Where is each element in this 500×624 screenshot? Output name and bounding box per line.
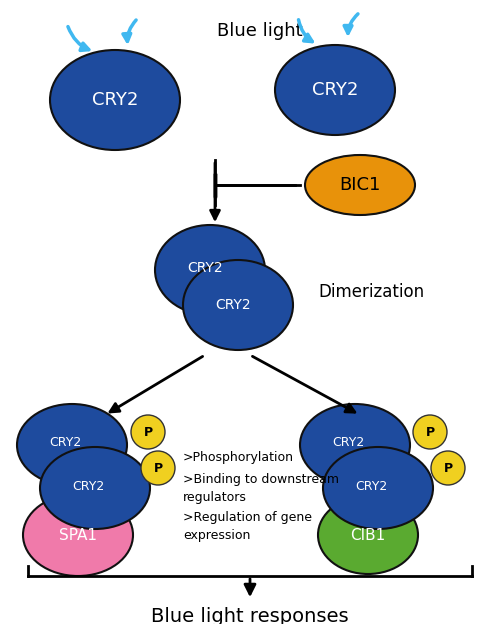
Ellipse shape [17, 404, 127, 486]
Text: Dimerization: Dimerization [318, 283, 424, 301]
Ellipse shape [141, 451, 175, 485]
Ellipse shape [305, 155, 415, 215]
Ellipse shape [413, 415, 447, 449]
Text: SPA1: SPA1 [59, 527, 97, 542]
Ellipse shape [23, 494, 133, 576]
Ellipse shape [300, 404, 410, 486]
Ellipse shape [131, 415, 165, 449]
Text: CRY2: CRY2 [332, 437, 364, 449]
Text: CRY2: CRY2 [92, 91, 138, 109]
Ellipse shape [318, 496, 418, 574]
Text: BIC1: BIC1 [340, 176, 380, 194]
Text: CRY2: CRY2 [49, 437, 81, 449]
Text: Blue light responses: Blue light responses [151, 608, 349, 624]
Text: CRY2: CRY2 [72, 479, 104, 492]
Text: >Regulation of gene: >Regulation of gene [183, 512, 312, 525]
Ellipse shape [323, 447, 433, 529]
Text: CIB1: CIB1 [350, 527, 386, 542]
Text: expression: expression [183, 530, 250, 542]
Text: CRY2: CRY2 [187, 261, 223, 275]
Ellipse shape [50, 50, 180, 150]
Text: >Phosphorylation: >Phosphorylation [183, 452, 294, 464]
Ellipse shape [183, 260, 293, 350]
Ellipse shape [40, 447, 150, 529]
Text: regulators: regulators [183, 492, 247, 504]
Text: P: P [426, 426, 434, 439]
Text: P: P [154, 462, 162, 474]
Ellipse shape [155, 225, 265, 315]
Text: P: P [444, 462, 452, 474]
Ellipse shape [275, 45, 395, 135]
Text: P: P [144, 426, 152, 439]
Text: CRY2: CRY2 [215, 298, 251, 312]
Text: CRY2: CRY2 [312, 81, 358, 99]
Text: >Binding to downstream: >Binding to downstream [183, 474, 339, 487]
Text: Blue light: Blue light [217, 22, 303, 40]
Ellipse shape [431, 451, 465, 485]
Text: CRY2: CRY2 [355, 479, 387, 492]
